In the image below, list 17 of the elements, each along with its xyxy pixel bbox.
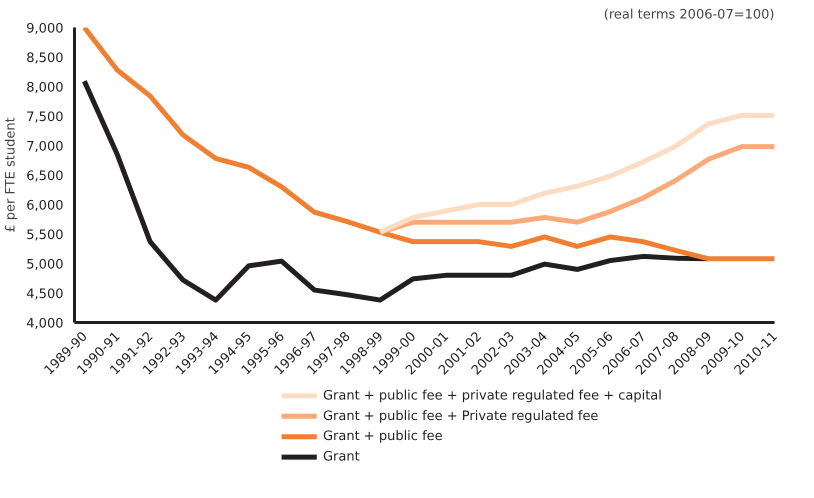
legend-label: Grant <box>322 450 360 465</box>
legend-label: Grant + public fee + private regulated fee + capital <box>322 388 662 404</box>
y-tick-label: 7,500 <box>26 110 64 125</box>
y-tick-label: 7,000 <box>26 140 64 154</box>
y-tick-label: 5,000 <box>26 258 64 272</box>
legend-label: Grant + public fee <box>322 429 443 444</box>
y-tick-label: 8,000 <box>26 80 64 96</box>
y-tick-label: 6,500 <box>26 169 64 184</box>
y-tick-label: 6,000 <box>26 198 64 214</box>
y-tick-label: 4,500 <box>26 287 64 302</box>
y-tick-label: 8,500 <box>26 51 64 66</box>
y-axis-title: £ per FTE student <box>3 117 18 233</box>
text: (real terms 2006-07=100) <box>604 8 775 22</box>
legend-label: Grant + public fee + Private regulated fee <box>322 408 598 424</box>
y-tick-label: 9,000 <box>26 22 64 36</box>
y-tick-label: 5,500 <box>26 228 64 243</box>
y-tick-label: 4,000 <box>26 316 64 332</box>
